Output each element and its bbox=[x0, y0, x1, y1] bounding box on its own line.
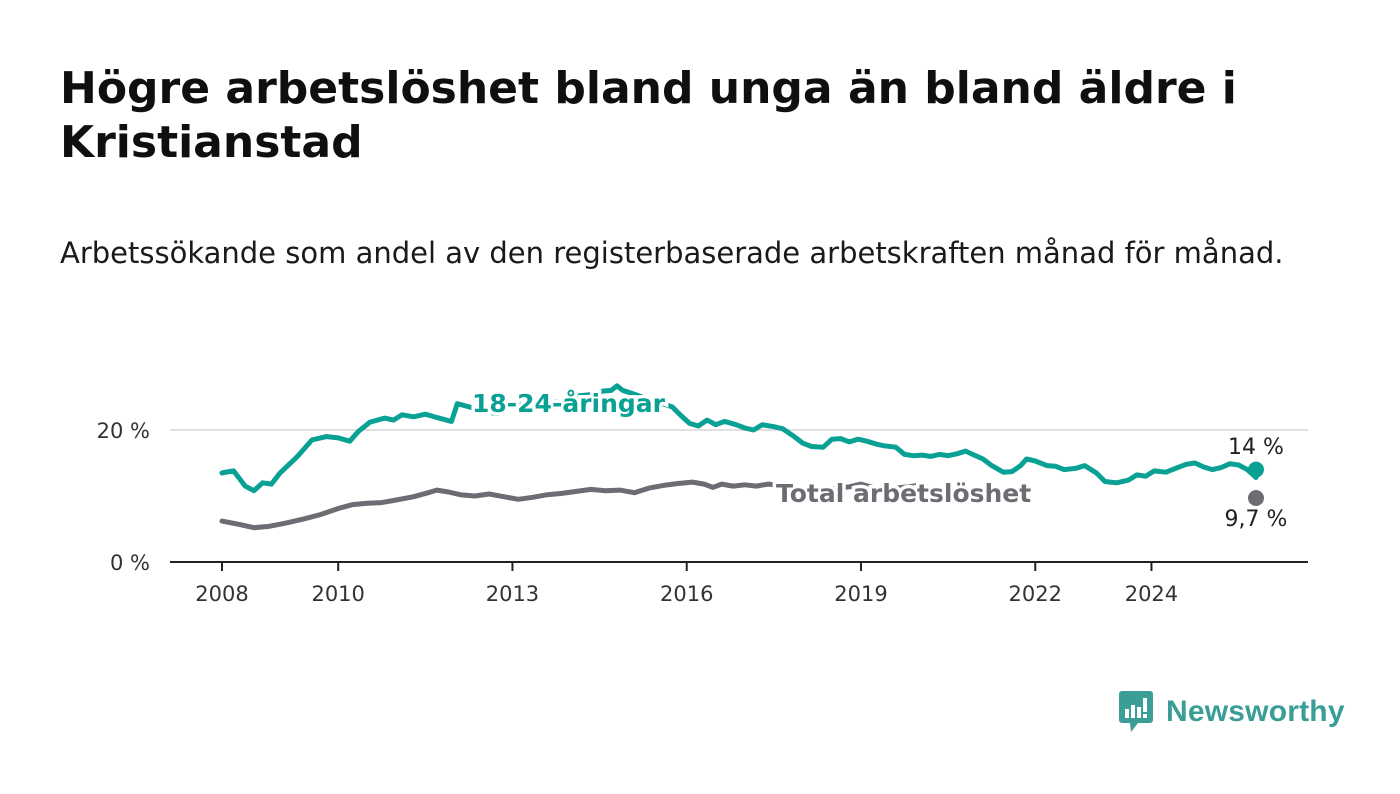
x-tick-label-2010: 2010 bbox=[311, 582, 364, 606]
x-tick-label-2016: 2016 bbox=[660, 582, 713, 606]
y-tick-label-0: 0 % bbox=[110, 551, 150, 575]
end-label-total: 9,7 % bbox=[1225, 507, 1288, 532]
series-label-youth: 18-24-åringar bbox=[472, 389, 666, 418]
end-point-total bbox=[1248, 489, 1264, 506]
end-label-youth: 14 % bbox=[1228, 435, 1284, 460]
y-tick-label-20: 20 % bbox=[97, 419, 150, 443]
x-tick-label-2008: 2008 bbox=[195, 582, 248, 606]
x-tick-label-2024: 2024 bbox=[1125, 582, 1178, 606]
series-line-total bbox=[219, 479, 980, 531]
series-line-youth bbox=[219, 383, 1259, 494]
x-tick-label-2013: 2013 bbox=[486, 582, 539, 606]
chart-subtitle: Arbetssökande som andel av den registerb… bbox=[60, 236, 1284, 270]
newsworthy-logo-icon bbox=[1119, 691, 1153, 732]
x-tick-label-2022: 2022 bbox=[1009, 582, 1062, 606]
x-tick-label-2019: 2019 bbox=[834, 582, 887, 606]
newsworthy-logo: Newsworthy bbox=[1118, 690, 1345, 734]
series-label-total: Total arbetslöshet bbox=[776, 479, 1031, 508]
end-point-youth bbox=[1248, 461, 1264, 478]
chart-title: Högre arbetslöshet bland unga än bland ä… bbox=[60, 63, 1237, 168]
brand-name: Newsworthy bbox=[1166, 695, 1345, 728]
